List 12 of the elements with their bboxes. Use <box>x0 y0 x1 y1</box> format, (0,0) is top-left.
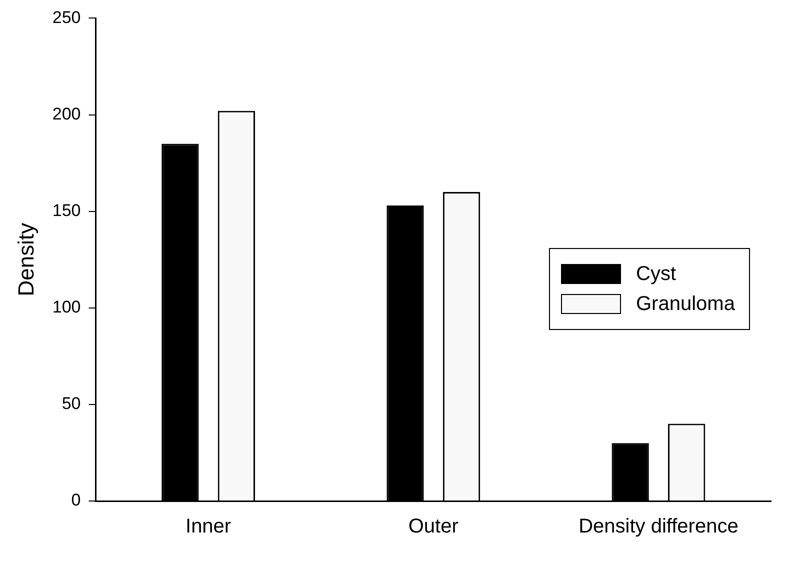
y-tick-label: 50 <box>62 394 81 414</box>
y-tick-label: 250 <box>52 8 81 27</box>
x-tick-label: Outer <box>408 516 459 538</box>
y-tick-label: 150 <box>52 201 81 220</box>
y-axis-title: Density <box>13 222 38 296</box>
y-tick-label: 0 <box>71 490 81 510</box>
legend-label: Cyst <box>636 262 676 286</box>
y-tick-label: 200 <box>52 104 81 124</box>
legend-label: Granuloma <box>636 292 735 316</box>
x-tick-label: Inner <box>186 516 232 538</box>
y-tick-label: 100 <box>52 298 81 317</box>
x-tick-label: Density difference <box>578 516 738 538</box>
